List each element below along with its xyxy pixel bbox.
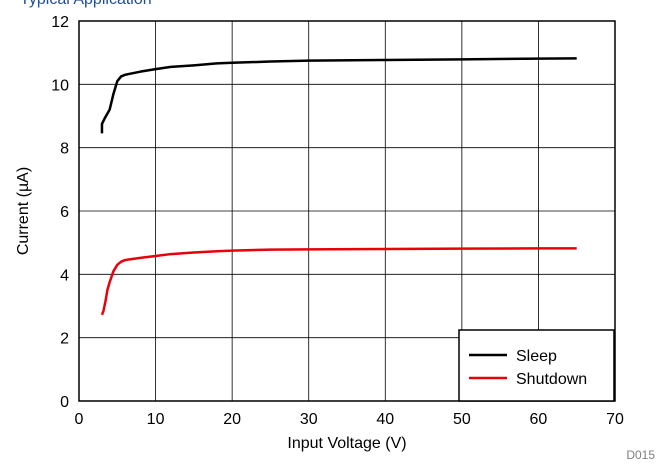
legend-box <box>458 329 615 402</box>
y-tick-label: 12 <box>51 14 69 31</box>
x-tick-label: 40 <box>376 411 394 428</box>
series-line-sleep <box>100 57 577 134</box>
x-tick-label: 0 <box>75 411 84 428</box>
plot-area <box>78 20 616 402</box>
y-tick-labels: 0 2 4 6 8 10 12 <box>51 14 69 411</box>
x-tick-label: 20 <box>223 411 241 428</box>
y-axis-title: Current (µA) <box>15 167 32 255</box>
x-tick-label: 70 <box>606 411 624 428</box>
x-tick-label: 50 <box>453 411 471 428</box>
y-tick-label: 10 <box>51 77 69 94</box>
x-tick-labels: 0 10 20 30 40 50 60 70 <box>75 411 624 428</box>
legend-entry: Sleep <box>516 348 557 365</box>
y-tick-label: 0 <box>60 394 69 411</box>
series-layer <box>100 57 577 316</box>
legend-entry: Shutdown <box>516 371 587 388</box>
figure-code: D015 <box>626 448 655 462</box>
header-text: Typical Application <box>20 0 152 8</box>
y-tick-label: 8 <box>60 141 69 158</box>
y-tick-label: 6 <box>60 204 69 221</box>
x-tick-label: 10 <box>147 411 165 428</box>
legend: Sleep Shutdown <box>458 329 615 402</box>
grid <box>78 20 616 402</box>
x-tick-label: 30 <box>300 411 318 428</box>
y-tick-label: 2 <box>60 331 69 348</box>
x-axis-title: Input Voltage (V) <box>287 435 406 452</box>
series-line-shutdown <box>100 247 577 316</box>
y-tick-label: 4 <box>60 267 69 284</box>
x-tick-label: 60 <box>530 411 548 428</box>
